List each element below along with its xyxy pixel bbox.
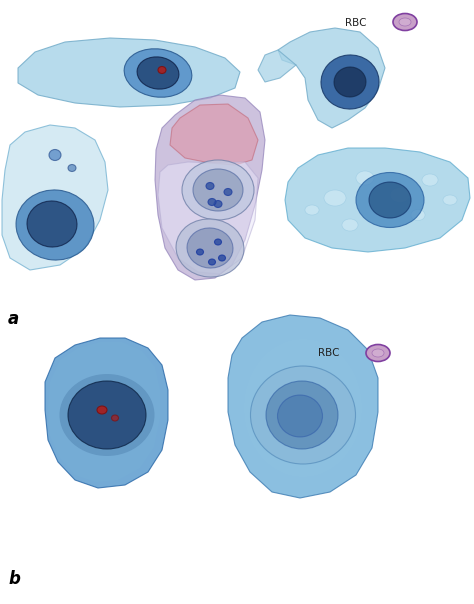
Ellipse shape [176,219,244,277]
Ellipse shape [158,66,166,74]
Polygon shape [48,342,160,482]
Polygon shape [155,95,265,280]
Ellipse shape [356,173,424,228]
Text: a: a [8,310,19,328]
Text: RBC: RBC [318,348,339,358]
Ellipse shape [342,219,358,231]
Ellipse shape [197,249,203,255]
Ellipse shape [124,49,192,97]
Ellipse shape [390,187,410,202]
Ellipse shape [215,239,221,245]
Polygon shape [258,50,296,82]
Ellipse shape [193,169,243,211]
Ellipse shape [277,395,322,437]
Ellipse shape [372,349,384,357]
Ellipse shape [111,415,118,421]
Polygon shape [228,315,378,498]
Text: b: b [8,570,20,588]
Ellipse shape [321,55,379,109]
Polygon shape [278,28,385,128]
Text: RBC: RBC [345,18,366,28]
Ellipse shape [206,182,214,190]
Ellipse shape [209,259,216,265]
Ellipse shape [187,228,233,268]
Polygon shape [285,148,470,252]
Polygon shape [2,125,108,270]
Ellipse shape [224,188,232,196]
Ellipse shape [68,381,146,449]
Ellipse shape [366,344,390,362]
Ellipse shape [443,195,457,205]
Polygon shape [158,162,258,274]
Ellipse shape [182,160,254,220]
Ellipse shape [250,366,356,464]
Ellipse shape [305,205,319,215]
Ellipse shape [49,150,61,161]
Ellipse shape [399,18,411,26]
Ellipse shape [324,190,346,206]
Ellipse shape [266,381,338,449]
Ellipse shape [97,406,107,414]
Ellipse shape [219,255,226,261]
Ellipse shape [208,199,216,205]
Ellipse shape [356,171,374,185]
Ellipse shape [214,201,222,208]
Ellipse shape [137,57,179,89]
Polygon shape [170,104,258,165]
Ellipse shape [68,164,76,172]
Ellipse shape [393,13,417,30]
Ellipse shape [422,174,438,186]
Ellipse shape [16,190,94,260]
Ellipse shape [411,210,425,220]
Ellipse shape [334,67,366,97]
Ellipse shape [244,339,362,477]
Ellipse shape [369,182,411,218]
Ellipse shape [27,201,77,247]
Ellipse shape [60,374,155,456]
Polygon shape [45,338,168,488]
Polygon shape [18,38,240,107]
